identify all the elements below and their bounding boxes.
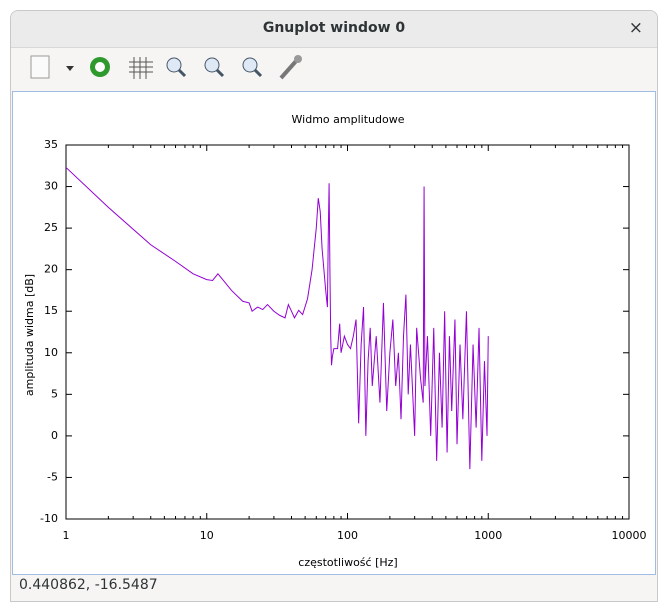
- y-tick-label: 0: [51, 429, 58, 442]
- close-button[interactable]: ×: [628, 18, 643, 38]
- x-tick-label: 1000: [474, 529, 502, 542]
- replot-button[interactable]: [90, 57, 110, 77]
- plot-area: Widmo amplitudowe częstotliwość [Hz] amp…: [12, 91, 656, 575]
- export-button[interactable]: [30, 55, 74, 79]
- y-tick-label: 30: [44, 180, 58, 193]
- zoom-out-button[interactable]: [166, 57, 187, 78]
- settings-button[interactable]: [279, 55, 302, 80]
- window: Gnuplot window 0 × Widmo amplitudowe czę…: [10, 10, 658, 602]
- zoom-in-button[interactable]: [204, 57, 225, 78]
- plot-border: [65, 144, 630, 520]
- data-line: [65, 167, 489, 470]
- y-tick-label: 10: [44, 346, 58, 359]
- chart-title: Widmo amplitudowe: [292, 113, 405, 126]
- y-tick-label: 5: [51, 387, 58, 400]
- y-tick-label: 15: [44, 304, 58, 317]
- x-tick-label: 10000: [612, 529, 647, 542]
- y-tick-label: -5: [47, 470, 58, 483]
- grid-button[interactable]: [129, 57, 153, 79]
- window-title: Gnuplot window 0: [262, 20, 406, 36]
- y-axis-label: amplituda widma [dB]: [23, 274, 36, 396]
- title-bar: Gnuplot window 0 ×: [11, 11, 657, 48]
- x-tick-label: 10: [200, 529, 214, 542]
- x-tick-label: 1: [63, 529, 70, 542]
- toolbar: [11, 48, 657, 90]
- x-axis-label: częstotliwość [Hz]: [298, 556, 397, 569]
- chart: Widmo amplitudowe częstotliwość [Hz] amp…: [23, 113, 647, 569]
- zoom-reset-button[interactable]: [242, 57, 263, 78]
- y-tick-label: 25: [44, 221, 58, 234]
- status-bar: 0.440862, -16.5487: [19, 577, 158, 593]
- x-tick-label: 100: [337, 529, 358, 542]
- y-tick-label: -10: [40, 512, 58, 525]
- toolbar-icons: [30, 55, 302, 80]
- y-tick-label: 20: [44, 263, 58, 276]
- y-tick-label: 35: [44, 138, 58, 151]
